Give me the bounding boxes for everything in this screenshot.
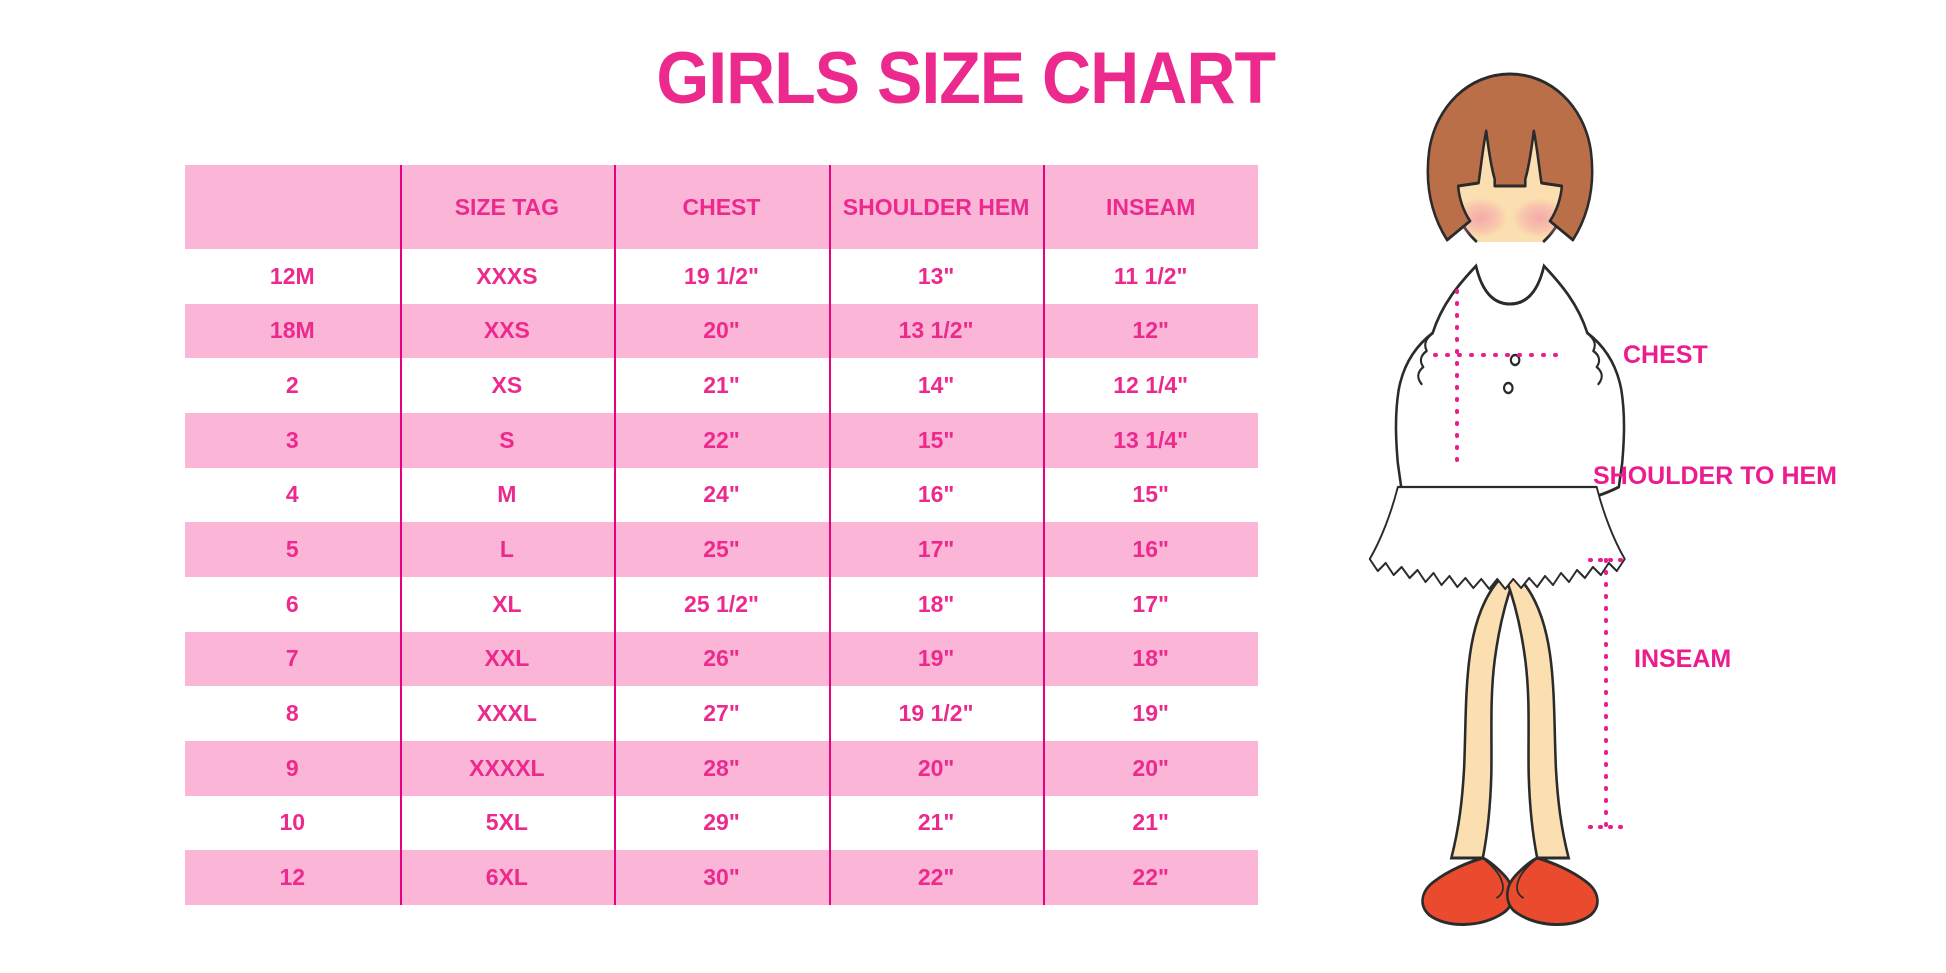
svg-text:CHEST: CHEST [1623, 341, 1708, 369]
svg-text:INSEAM: INSEAM [1634, 645, 1731, 673]
svg-text:SHOULDER TO HEM: SHOULDER TO HEM [1593, 462, 1837, 490]
